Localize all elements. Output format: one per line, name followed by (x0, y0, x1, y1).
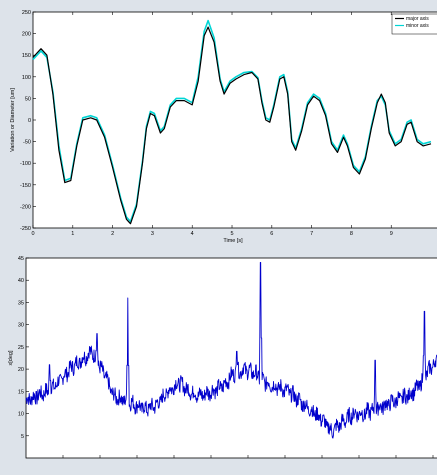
y-axis-label: x[deg] (8, 350, 14, 365)
y-tick-label: 25 (18, 345, 24, 351)
chart-bottom-angle: 5 10 15 20 25 30 35 40 45 x[deg] (8, 256, 437, 459)
y-tick-label: 35 (18, 300, 24, 306)
y-tick-label: 0 (28, 118, 31, 124)
y-tick-label: -250 (20, 226, 31, 232)
y-tick-label: -150 (20, 183, 31, 189)
x-tick-label: 6 (270, 231, 273, 237)
x-tick-label: 7 (310, 231, 313, 237)
y-tick-label: 5 (21, 434, 24, 440)
x-tick-label: 8 (350, 231, 353, 237)
plot-frame (32, 11, 437, 229)
y-tick-label: 200 (22, 32, 31, 38)
y-tick-label: 15 (18, 389, 24, 395)
x-tick-label: 9 (390, 231, 393, 237)
y-tick-label: 20 (18, 367, 24, 373)
series-line-major-axis (32, 26, 432, 225)
y-tick-label: 100 (22, 75, 31, 81)
x-tick-label: 3 (151, 231, 154, 237)
legend-label: major axis (406, 16, 429, 22)
y-tick-label: -100 (20, 161, 31, 167)
x-tick-label: 1 (71, 231, 74, 237)
x-tick-label: 4 (191, 231, 194, 237)
y-tick-label: 45 (18, 256, 24, 262)
chart-top-diameter: -250 -200 -150 -100 -50 0 50 100 150 200 250 0 1 2 3 4 5… (10, 10, 437, 244)
y-tick-label: -200 (20, 204, 31, 210)
x-axis-label: Time [s] (223, 238, 243, 244)
series-line-angle (25, 261, 437, 439)
x-tick-label: 0 (31, 231, 34, 237)
y-tick-label: 250 (22, 10, 31, 16)
x-tick-label: 5 (230, 231, 233, 237)
legend-label: minor axis (406, 23, 429, 29)
y-tick-label: 50 (25, 96, 31, 102)
y-tick-label: 40 (18, 278, 24, 284)
y-tick-label: -50 (23, 140, 31, 146)
y-tick-label: 10 (18, 412, 24, 418)
y-tick-label: 150 (22, 53, 31, 59)
x-tick-label: 2 (111, 231, 114, 237)
y-axis-label: Variation or Diameter [um] (10, 88, 16, 152)
y-tick-label: 30 (18, 323, 24, 329)
